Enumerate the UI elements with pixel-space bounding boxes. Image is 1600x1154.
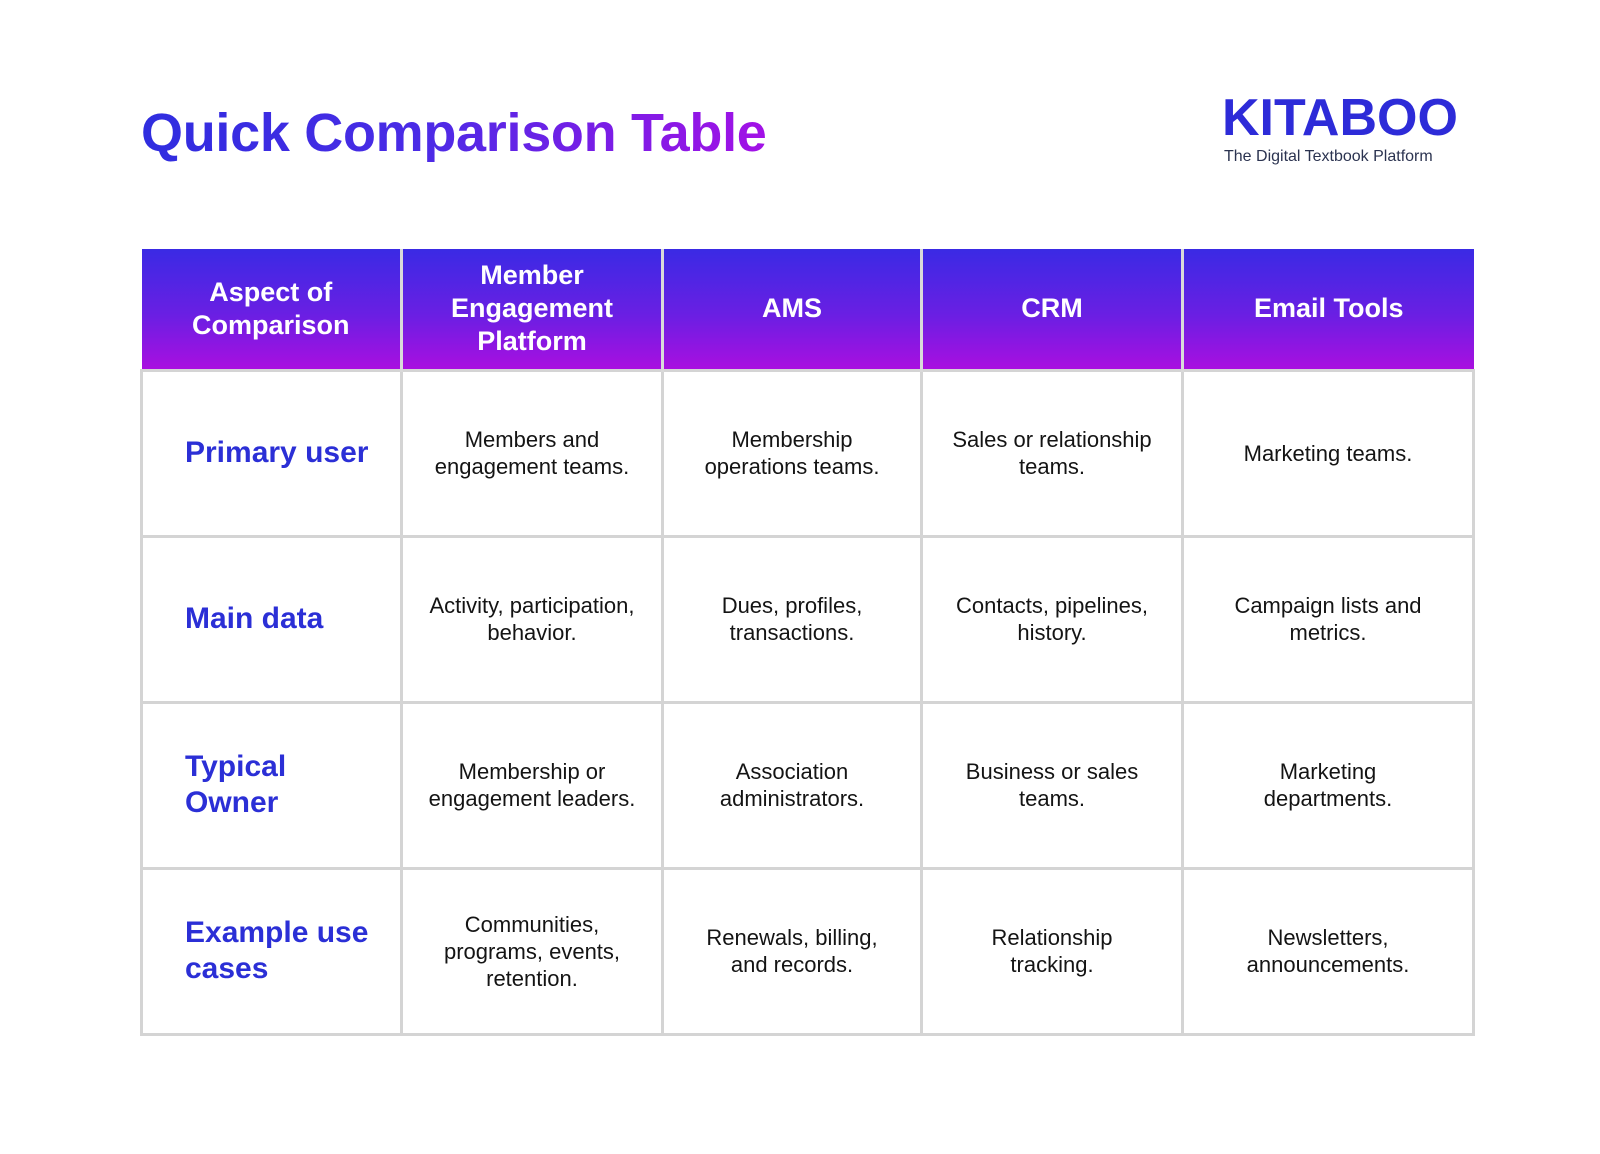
comparison-table-container: Aspect of Comparison Member Engagement P… <box>140 249 1475 1036</box>
cell-text: Campaign lists and metrics. <box>1234 593 1422 645</box>
comparison-table: Aspect of Comparison Member Engagement P… <box>140 249 1475 1036</box>
table-cell: Sales or relationship teams. <box>920 368 1184 538</box>
table-cell: Dues, profiles, transactions. <box>661 534 923 704</box>
cell-text: Communities, programs, events, retention… <box>443 911 621 991</box>
header-label: Member Engagement Platform <box>450 260 614 357</box>
cell-text: Marketing teams. <box>1243 440 1413 466</box>
header-label: Email Tools <box>1253 293 1404 324</box>
table-cell: Renewals, billing, and records. <box>661 866 923 1036</box>
table-cell: Campaign lists and metrics. <box>1181 534 1475 704</box>
cell-text: Members and engagement teams. <box>434 427 630 479</box>
table-cell: Business or sales teams. <box>920 700 1184 870</box>
table-cell: Contacts, pipelines, history. <box>920 534 1184 704</box>
cell-text: Activity, participation, behavior. <box>429 593 635 645</box>
aspect-cell: Primary user <box>140 368 403 538</box>
header-aspect: Aspect of Comparison <box>141 249 402 370</box>
table-row: Primary user Members and engagement team… <box>140 368 1475 538</box>
table-body: Primary user Members and engagement team… <box>140 368 1475 1036</box>
header-member-engagement-platform: Member Engagement Platform <box>400 249 663 370</box>
header-email-tools: Email Tools <box>1181 249 1474 370</box>
table-row: Main data Activity, participation, behav… <box>140 534 1475 704</box>
aspect-label: Example use cases <box>185 916 369 985</box>
cell-text: Business or sales teams. <box>965 759 1139 811</box>
cell-text: Marketing departments. <box>1263 759 1393 811</box>
table-cell: Relationship tracking. <box>920 866 1184 1036</box>
table-cell: Membership or engagement leaders. <box>400 700 664 870</box>
brand-tagline: The Digital Textbook Platform <box>1224 148 1433 165</box>
aspect-label: Primary user <box>185 436 369 469</box>
cell-text: Contacts, pipelines, history. <box>956 593 1148 645</box>
table-header: Aspect of Comparison Member Engagement P… <box>141 249 1474 370</box>
aspect-label: Main data <box>185 602 324 635</box>
aspect-cell: Main data <box>140 534 403 704</box>
header-ams: AMS <box>661 249 922 370</box>
table-cell: Members and engagement teams. <box>400 368 664 538</box>
aspect-label: Typical Owner <box>185 750 287 819</box>
cell-text: Sales or relationship teams. <box>952 427 1152 479</box>
cell-text: Relationship tracking. <box>991 925 1113 977</box>
brand-logo: KITABOO The Digital Textbook Platform <box>1222 90 1480 168</box>
table-cell: Marketing departments. <box>1181 700 1475 870</box>
cell-text: Dues, profiles, transactions. <box>721 593 863 645</box>
cell-text: Membership operations teams. <box>704 427 880 479</box>
header-crm: CRM <box>920 249 1183 370</box>
table-cell: Communities, programs, events, retention… <box>400 866 664 1036</box>
aspect-cell: Typical Owner <box>140 700 403 870</box>
page-title: Quick Comparison Table <box>141 98 767 168</box>
header-label: Aspect of Comparison <box>191 276 350 340</box>
cell-text: Membership or engagement leaders. <box>428 759 636 811</box>
cell-text: Renewals, billing, and records. <box>706 925 878 977</box>
table-cell: Marketing teams. <box>1181 368 1475 538</box>
table-cell: Newsletters, announcements. <box>1181 866 1475 1036</box>
cell-text: Association administrators. <box>719 759 865 811</box>
table-row: Example use cases Communities, programs,… <box>140 866 1475 1036</box>
table-cell: Membership operations teams. <box>661 368 923 538</box>
cell-text: Newsletters, announcements. <box>1246 925 1410 977</box>
aspect-cell: Example use cases <box>140 866 403 1036</box>
table-cell: Association administrators. <box>661 700 923 870</box>
header-label: CRM <box>1021 293 1083 324</box>
table-row: Typical Owner Membership or engagement l… <box>140 700 1475 870</box>
header-label: AMS <box>762 293 822 324</box>
brand-name: KITABOO <box>1222 89 1458 147</box>
header-row: Aspect of Comparison Member Engagement P… <box>141 249 1474 370</box>
table-cell: Activity, participation, behavior. <box>400 534 664 704</box>
